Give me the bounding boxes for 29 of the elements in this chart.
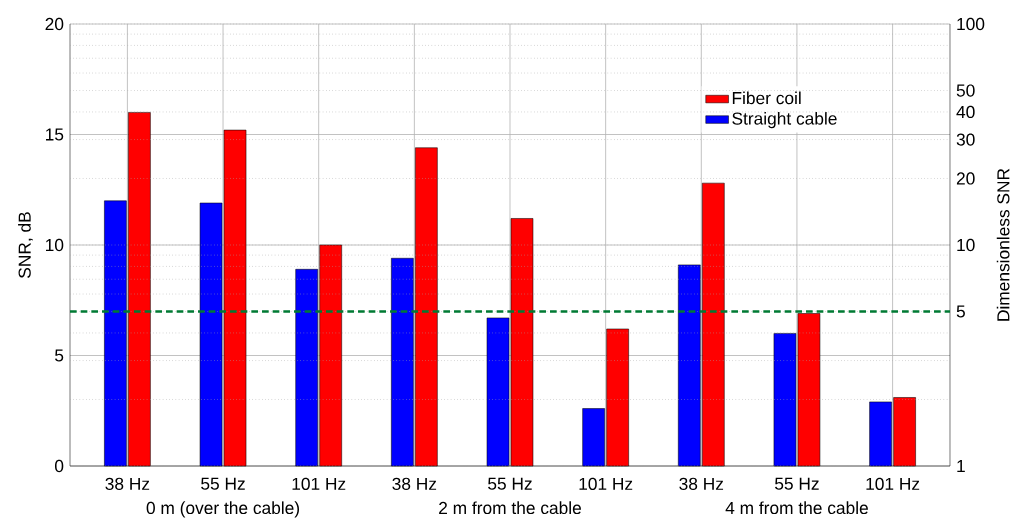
- x-tick-label: 101 Hz: [579, 477, 633, 491]
- y2-tick-label: 20: [956, 172, 975, 185]
- text: 2 m from the cable: [439, 501, 581, 515]
- y2-tick-label: 5: [956, 305, 965, 318]
- x-tick-label: 101 Hz: [292, 477, 346, 491]
- legend-label: Straight cable: [732, 111, 837, 129]
- x-tick-label: 38 Hz: [679, 477, 724, 491]
- y2-tick-label: 10: [957, 238, 975, 252]
- y2-tick-label: 1: [957, 460, 965, 472]
- y2-tick-label: 30: [956, 133, 975, 146]
- legend-label: Fiber coil: [732, 91, 801, 105]
- x-tick-label: 55 Hz: [201, 477, 245, 490]
- y2-tick-label: 40: [956, 105, 975, 119]
- y-tick-label: 20: [45, 17, 64, 31]
- x-tick-label: 55 Hz: [488, 477, 532, 490]
- y2-tick-label: 50: [956, 84, 975, 97]
- y-tick-label: 15: [46, 128, 64, 141]
- y2-tick-label: 100: [957, 17, 985, 31]
- y-tick-label: 10: [46, 238, 64, 252]
- y2-axis-title: Dimensionless SNR: [996, 168, 1010, 321]
- x-tick-label: 38 Hz: [392, 477, 437, 491]
- text: 4 m from the cable: [725, 501, 868, 515]
- y-tick-label: 0: [54, 459, 64, 473]
- x-tick-label: 55 Hz: [775, 477, 819, 490]
- x-tick-label: 101 Hz: [866, 477, 920, 491]
- y-tick-label: 5: [55, 349, 64, 362]
- text: 0 m (over the cable): [146, 501, 300, 518]
- y-axis-title: SNR, dB: [18, 212, 33, 278]
- x-tick-label: 38 Hz: [105, 477, 150, 491]
